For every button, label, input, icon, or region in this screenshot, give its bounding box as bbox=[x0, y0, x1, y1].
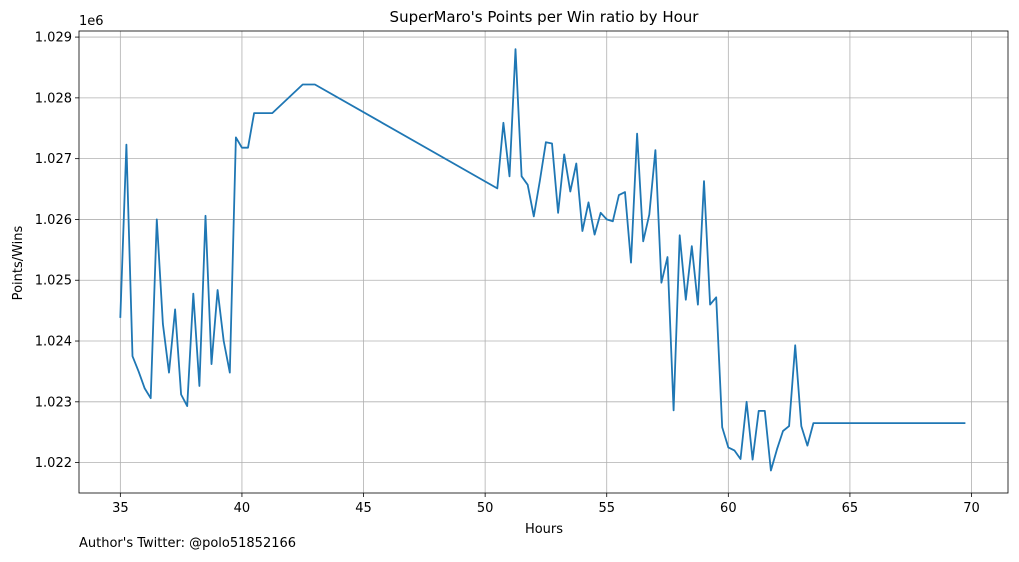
y-tick-label: 1.022 bbox=[35, 456, 72, 471]
y-tick-label: 1.023 bbox=[35, 395, 72, 410]
y-axis-label: Points/Wins bbox=[11, 225, 26, 300]
x-tick-label: 50 bbox=[477, 501, 494, 516]
y-tick-label: 1.027 bbox=[35, 152, 72, 167]
x-tick-label: 65 bbox=[842, 501, 859, 516]
y-tick-label: 1.024 bbox=[35, 335, 72, 350]
x-tick-label: 55 bbox=[598, 501, 615, 516]
y-tick-label: 1.029 bbox=[35, 31, 72, 46]
axis-ticks: 35 40 45 50 55 60 65 70 1.022 1.023 1.024 1.025 1.02… bbox=[35, 31, 980, 516]
chart-title: SuperMaro's Points per Win ratio by Hour bbox=[390, 8, 700, 26]
plot-frame bbox=[78, 30, 1009, 494]
y-tick-label: 1.026 bbox=[35, 213, 72, 228]
x-tick-label: 40 bbox=[234, 501, 251, 516]
series-line bbox=[119, 48, 966, 472]
y-tick-label: 1.025 bbox=[35, 274, 72, 289]
x-tick-label: 60 bbox=[720, 501, 737, 516]
x-tick-label: 70 bbox=[963, 501, 980, 516]
y-tick-label: 1.028 bbox=[35, 91, 72, 106]
author-credit: Author's Twitter: @polo51852166 bbox=[79, 536, 297, 551]
y-offset-label: 1e6 bbox=[79, 14, 104, 29]
x-tick-label: 35 bbox=[112, 501, 129, 516]
x-tick-label: 45 bbox=[355, 501, 372, 516]
x-axis-label: Hours bbox=[525, 522, 563, 537]
